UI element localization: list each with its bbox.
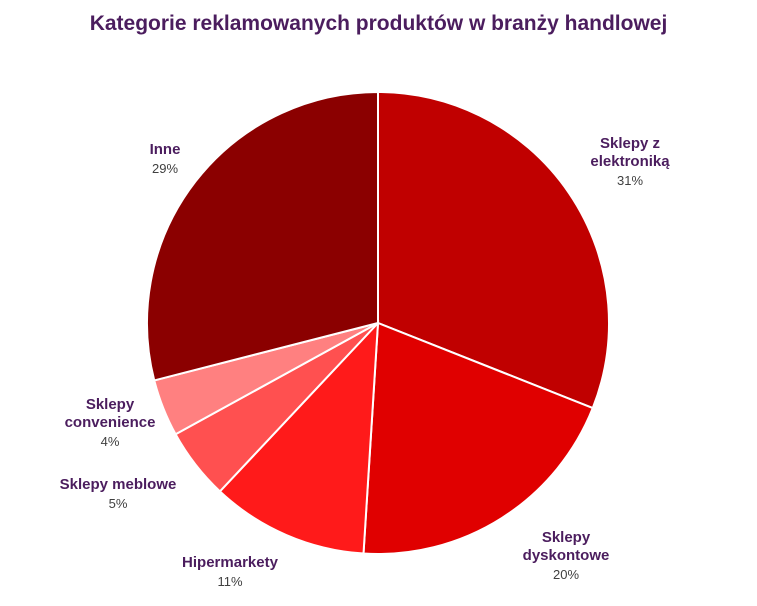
slice-label-name-4: Sklepy meblowe [60, 476, 177, 493]
pie-slice-1 [377, 90, 611, 410]
slice-label-name-5: Sklepy [86, 396, 135, 413]
slice-label-value-2: 20% [553, 567, 579, 582]
slice-label-value-5: 4% [101, 434, 120, 449]
slice-label-name-1: elektroniką [590, 153, 670, 170]
pie-slice-2 [362, 321, 595, 555]
slice-label-name-2: Sklepy [542, 529, 591, 546]
slice-label-name-1: Sklepy z [600, 135, 660, 152]
slice-label-name-3: Hipermarkety [182, 554, 279, 571]
slice-labels: Sklepy zelektroniką31%Sklepydyskontowe20… [60, 135, 671, 589]
slice-label-value-3: 11% [217, 574, 242, 589]
slice-label-name-2: dyskontowe [523, 547, 610, 564]
pie-slice-3 [218, 320, 380, 555]
slice-label-value-1: 31% [617, 173, 643, 188]
slice-label-value-6: 29% [152, 161, 178, 176]
slice-label-name-5: convenience [65, 414, 156, 431]
slice-label-value-4: 5% [109, 496, 128, 511]
pie-slice-6 [146, 90, 379, 382]
pie-slices [146, 90, 611, 555]
slice-label-name-6: Inne [150, 141, 181, 158]
chart-title: Kategorie reklamowanych produktów w bran… [89, 12, 668, 35]
